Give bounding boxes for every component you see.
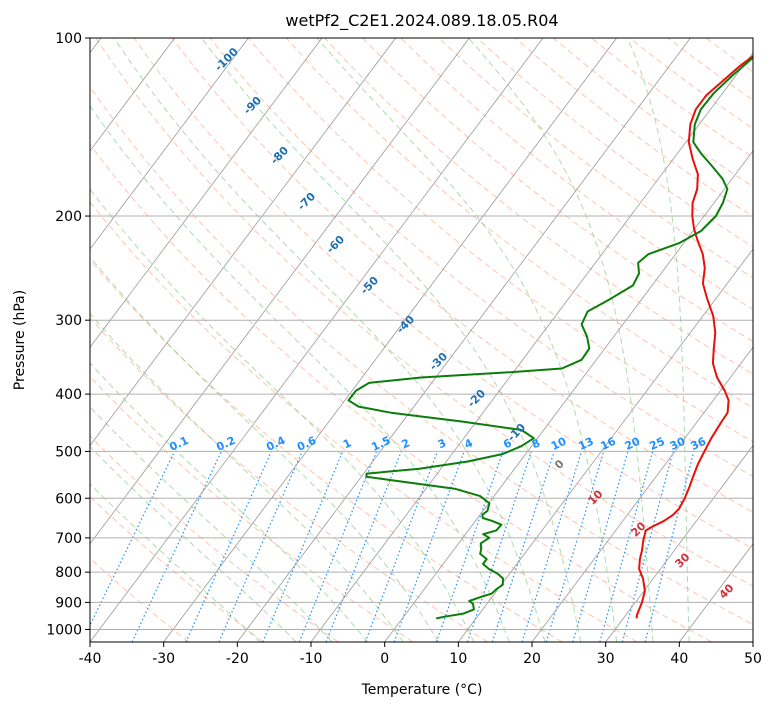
mixing-ratio-label: 10	[549, 435, 569, 453]
dry-adiabat	[90, 143, 712, 642]
dry-adiabat	[90, 375, 414, 642]
temperature-profile-line	[635, 54, 753, 619]
skewed-isotherm	[90, 38, 323, 348]
y-tick-label: 300	[55, 313, 82, 329]
x-tick-label: -10	[300, 651, 323, 667]
y-tick-label: 500	[55, 444, 82, 460]
mixing-ratio-line	[521, 451, 583, 642]
plot-frame	[89, 37, 754, 643]
y-tick-label: 800	[55, 565, 82, 581]
moist-adiabat	[468, 38, 654, 642]
moist-adiabat	[316, 38, 618, 642]
x-axis: -40 -30 -20 -10 0 10 20 30 40 50	[79, 642, 762, 667]
skewed-isotherm	[90, 38, 396, 447]
y-tick-label: 1000	[46, 622, 82, 638]
skewed-isotherm	[605, 444, 753, 642]
skewed-isotherm	[90, 38, 544, 642]
moist-adiabat	[90, 313, 404, 642]
x-tick-label: -40	[79, 651, 102, 667]
y-tick-label: 900	[55, 595, 82, 611]
skewed-isotherm	[163, 38, 617, 642]
moist-adiabat	[90, 445, 297, 642]
y-tick-label: 100	[55, 31, 82, 47]
chart-title: wetPf2_C2E1.2024.089.18.05.R04	[285, 11, 558, 31]
mixing-ratio-label: 25	[647, 435, 666, 453]
x-tick-label: 10	[449, 651, 467, 667]
dry-adiabat	[95, 38, 753, 587]
moist-adiabat	[90, 406, 333, 642]
dry-adiabat	[90, 258, 563, 642]
moist-adiabat	[90, 105, 510, 642]
x-tick-label: -30	[152, 651, 175, 667]
mixing-ratio-line	[644, 451, 695, 642]
moist-adiabat	[90, 362, 369, 642]
mixing-ratio-label: 20	[623, 435, 643, 453]
dry-adiabat	[209, 38, 753, 478]
dry-adiabat	[171, 38, 753, 513]
mixing-ratio-label: 16	[598, 435, 618, 453]
mixing-ratio-line	[131, 451, 222, 642]
skewed-isotherm	[90, 38, 175, 152]
mixing-ratio-line	[491, 451, 555, 642]
dry-adiabat	[247, 38, 753, 443]
moist-adiabat	[627, 38, 690, 642]
skewed-isotherm	[90, 38, 249, 250]
mixing-ratio-line	[90, 451, 176, 627]
skewed-isotherm	[237, 38, 691, 642]
y-tick-label: 400	[55, 387, 82, 403]
skewed-isotherm	[458, 248, 753, 642]
dry-adiabat	[400, 38, 753, 310]
mixing-ratio-line	[466, 451, 533, 642]
dry-adiabat	[90, 201, 638, 642]
moist-adiabat	[90, 188, 475, 642]
y-tick-label: 600	[55, 491, 82, 507]
dry-adiabat	[362, 38, 753, 343]
mixing-ratio-line	[262, 451, 344, 642]
x-tick-label: 30	[597, 651, 615, 667]
skewed-isotherm	[384, 150, 753, 642]
moist-adiabat	[90, 483, 261, 642]
y-axis-label: Pressure (hPa)	[12, 290, 28, 390]
y-tick-label: 700	[55, 531, 82, 547]
dry-adiabat	[90, 86, 753, 626]
mixing-ratio-line	[185, 451, 272, 642]
x-axis-label: Temperature (°C)	[361, 682, 483, 698]
x-tick-label: -20	[226, 651, 249, 667]
y-tick-label: 200	[55, 209, 82, 225]
y-axis: 100 200 300 400 500 600 700 800 900 1000	[46, 31, 90, 638]
moist-adiabat	[201, 38, 582, 642]
skewed-isotherm	[531, 346, 753, 642]
mixing-ratio-line	[621, 451, 674, 642]
mixing-ratio-label: 36	[689, 435, 709, 453]
x-tick-label: 20	[523, 651, 541, 667]
x-tick-label: 40	[670, 651, 688, 667]
mixing-ratio-line	[572, 451, 629, 642]
mixing-ratio-line	[218, 451, 303, 642]
plot-background-lines	[90, 38, 753, 642]
moist-adiabat	[113, 38, 546, 642]
mixing-ratio-line	[435, 451, 504, 642]
mixing-ratio-line	[393, 451, 465, 642]
plot-series	[347, 54, 753, 620]
skewed-isotherm	[90, 38, 470, 545]
x-tick-label: 50	[744, 651, 762, 667]
dry-adiabat	[133, 38, 753, 550]
mixing-ratio-label: 13	[576, 435, 595, 453]
mixing-ratio-line	[599, 451, 654, 642]
mixing-ratio-label: 30	[668, 435, 688, 453]
dewpoint-profile-line	[347, 56, 753, 620]
x-tick-label: 0	[380, 651, 389, 667]
